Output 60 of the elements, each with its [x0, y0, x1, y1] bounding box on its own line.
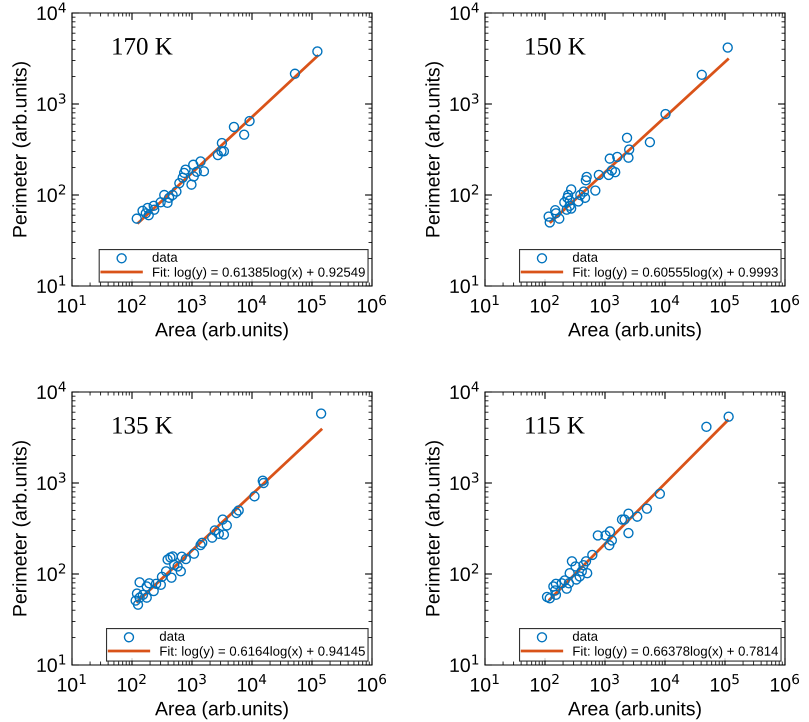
legend-label: Fit: log(y) = 0.66378log(x) + 0.7814 [573, 646, 778, 658]
x-tick-label: 10$^{5}$ [298, 295, 326, 313]
x-tick-label: 10$^{1}$ [58, 295, 86, 313]
legend-label: Fit: log(y) = 0.6164log(x) + 0.94145 [160, 646, 365, 658]
x-axis-title: Area (arb.units) [155, 322, 288, 340]
x-tick-label: 10$^{6}$ [358, 674, 386, 692]
annotation: 135 K [113, 416, 173, 434]
annotation: 170 K [113, 38, 173, 55]
x-tick-label: 10$^{3}$ [590, 674, 619, 692]
y-tick-label: 10$^{3}$ [38, 93, 66, 112]
x-tick-label: 10$^{6}$ [770, 294, 800, 313]
y-tick-label: 10$^{2}$ [450, 184, 478, 202]
annotation: 115 K [526, 417, 585, 434]
y-tick-label: 10$^{3}$ [38, 472, 66, 490]
y-tick-label: 10$^{3}$ [450, 472, 478, 490]
x-tick-label: 10$^{4}$ [650, 674, 680, 692]
x-tick-label: 10$^{6}$ [770, 674, 800, 692]
y-tick-label: 10$^{1}$ [450, 654, 478, 672]
x-tick-label: 10$^{1}$ [58, 674, 86, 692]
x-tick-label: 10$^{2}$ [530, 674, 559, 692]
x-axis-title: Area (arb.units) [568, 322, 701, 340]
y-axis-title: Perimeter (arb.units) [425, 62, 444, 237]
x-tick-label: 10$^{2}$ [118, 294, 146, 313]
legend-label: data [572, 631, 598, 641]
x-tick-label: 10$^{3}$ [178, 294, 206, 313]
y-tick-label: 10$^{4}$ [450, 382, 479, 400]
x-tick-label: 10$^{3}$ [590, 294, 619, 313]
y-tick-label: 10$^{3}$ [450, 93, 478, 112]
x-axis-title: Area (arb.units) [568, 701, 701, 720]
y-tick-label: 10$^{4}$ [38, 382, 66, 400]
y-tick-label: 10$^{4}$ [38, 2, 66, 20]
x-tick-label: 10$^{6}$ [358, 294, 386, 313]
legend-label: Fit: log(y) = 0.61385log(x) + 0.92549 [153, 267, 365, 280]
x-tick-label: 10$^{2}$ [118, 674, 146, 692]
x-tick-label: 10$^{5}$ [710, 674, 739, 692]
legend-label: data [152, 252, 178, 262]
annotation: 150 K [526, 38, 586, 55]
x-tick-label: 10$^{4}$ [238, 295, 266, 313]
legend-label: Fit: log(y) = 0.60555log(x) + 0.9993 [573, 267, 778, 280]
legend-label: data [572, 252, 598, 262]
x-tick-label: 10$^{4}$ [238, 674, 266, 692]
x-tick-label: 10$^{1}$ [470, 295, 499, 313]
x-axis-title: Area (arb.units) [155, 701, 288, 720]
y-axis-title: Perimeter (arb.units) [12, 62, 30, 237]
x-tick-label: 10$^{3}$ [178, 674, 206, 692]
y-tick-label: 10$^{1}$ [38, 276, 66, 294]
y-tick-label: 10$^{2}$ [450, 563, 478, 582]
x-tick-label: 10$^{5}$ [298, 674, 326, 692]
y-tick-label: 10$^{2}$ [38, 184, 66, 202]
x-tick-label: 10$^{4}$ [650, 295, 680, 313]
y-tick-label: 10$^{4}$ [450, 2, 479, 20]
x-tick-label: 10$^{1}$ [470, 674, 499, 692]
y-axis-title: Perimeter (arb.units) [425, 441, 444, 616]
x-tick-label: 10$^{5}$ [710, 295, 739, 313]
y-tick-label: 10$^{1}$ [38, 654, 66, 672]
y-tick-label: 10$^{2}$ [38, 563, 66, 582]
y-tick-label: 10$^{1}$ [450, 276, 478, 294]
legend-label: data [160, 631, 185, 641]
x-tick-label: 10$^{2}$ [530, 294, 559, 313]
y-axis-title: Perimeter (arb.units) [12, 441, 30, 616]
